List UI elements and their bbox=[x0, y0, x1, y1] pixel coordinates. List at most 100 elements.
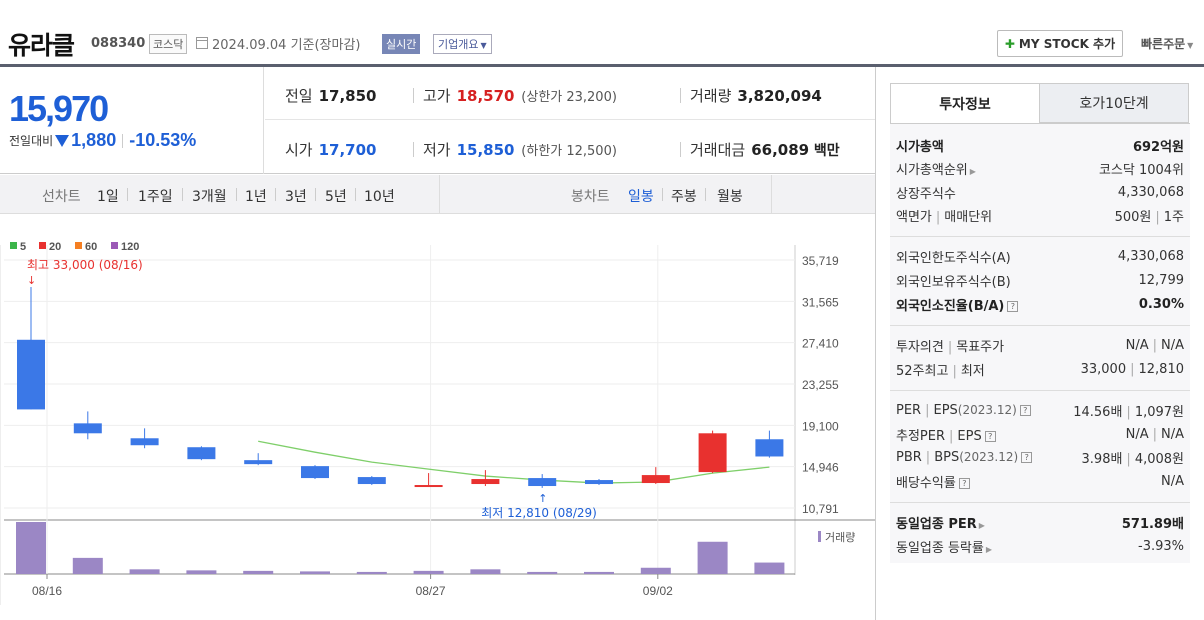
volume-bar bbox=[584, 571, 614, 574]
stock-header: 유라클 088340 코스닥 2024.09.04 기준(장마감) 실시간 기업… bbox=[0, 0, 1204, 66]
help-icon[interactable]: ? bbox=[1019, 404, 1031, 416]
price-stats: 전일 17,850 고가 18,570 (상한가 23,200) 거래량 3,820,… bbox=[265, 67, 875, 174]
shares-label: 상장주식수 bbox=[896, 186, 956, 202]
market-badge: 코스닥 bbox=[149, 34, 188, 54]
volume-bar bbox=[527, 571, 558, 574]
mcap-value: 692억원 bbox=[1132, 139, 1184, 155]
dividend-label: 배당수익률 bbox=[896, 475, 956, 491]
foreign-limit-value: 4,330,068 bbox=[1117, 248, 1184, 264]
help-icon[interactable]: ? bbox=[1021, 451, 1033, 463]
y-tick-label: 27,410 bbox=[802, 337, 839, 351]
prev-close: 전일 17,850 bbox=[285, 85, 377, 106]
header-divider bbox=[0, 64, 1204, 67]
legend-label: 5 bbox=[20, 241, 26, 253]
legend-swatch bbox=[10, 242, 17, 249]
volume-bar bbox=[186, 570, 217, 574]
w52-low-label: 최저 bbox=[960, 363, 985, 379]
period-1w[interactable]: 1주일 bbox=[138, 189, 173, 205]
volume-bar bbox=[470, 569, 501, 574]
info-row[interactable]: 동일업종 등락률 ▶ -3.93% bbox=[896, 535, 1184, 557]
volume-bar bbox=[413, 570, 444, 574]
divider bbox=[275, 188, 276, 201]
divider bbox=[680, 88, 681, 103]
par-label: 액면가 bbox=[896, 209, 932, 225]
tab-invest-info[interactable]: 투자정보 bbox=[890, 83, 1040, 123]
volume-bar bbox=[243, 570, 274, 574]
info-tabs: 투자정보 호가10단계 bbox=[890, 83, 1190, 123]
candle-body bbox=[755, 439, 784, 457]
period-10y[interactable]: 10년 bbox=[364, 189, 395, 205]
period-5y[interactable]: 5년 bbox=[325, 189, 347, 205]
candle-monthly[interactable]: 월봉 bbox=[717, 189, 743, 205]
x-tick-label: 08/16 bbox=[32, 584, 62, 598]
amount-value: 66,089 bbox=[751, 141, 810, 159]
divider bbox=[890, 325, 1190, 326]
upper-limit: (상한가 23,200) bbox=[521, 90, 617, 105]
stats-row: 시가 17,700 저가 15,850 (하한가 12,500) 거래대금 66,08… bbox=[265, 121, 875, 174]
stats-row: 전일 17,850 고가 18,570 (상한가 23,200) 거래량 3,820,… bbox=[265, 67, 875, 120]
candle-chart-label: 봉차트 bbox=[571, 189, 610, 205]
change-label: 전일대비 bbox=[9, 134, 54, 148]
candle-weekly[interactable]: 주봉 bbox=[671, 189, 697, 205]
stock-code: 088340 bbox=[91, 36, 146, 51]
candle-body bbox=[414, 485, 443, 488]
help-icon[interactable]: ? bbox=[1007, 300, 1019, 312]
foreign-ratio-value: 0.30% bbox=[1138, 296, 1184, 312]
help-icon[interactable]: ? bbox=[958, 477, 970, 489]
add-my-stock-button[interactable]: ✚ MY STOCK 추가 bbox=[997, 30, 1123, 57]
volume: 거래량 3,820,094 bbox=[690, 85, 822, 106]
shares-value: 4,330,068 bbox=[1117, 184, 1184, 200]
volume-bar bbox=[16, 522, 46, 574]
legend-label: 120 bbox=[121, 241, 139, 253]
candle-body bbox=[187, 447, 216, 460]
unit-value: 1주 bbox=[1163, 209, 1184, 225]
lower-limit: (하한가 12,500) bbox=[521, 144, 617, 159]
y-tick-label: 19,100 bbox=[802, 419, 839, 433]
amount-label: 거래대금 bbox=[690, 141, 746, 159]
volume-legend-label: 거래량 bbox=[825, 531, 855, 544]
divider bbox=[771, 175, 772, 214]
opinion-label: 투자의견 bbox=[896, 339, 944, 355]
industry-rate-label: 동일업종 등락률 bbox=[896, 540, 984, 556]
help-icon[interactable]: ? bbox=[984, 430, 996, 442]
est-per-value: N/A bbox=[1125, 426, 1149, 442]
legend-swatch bbox=[75, 242, 82, 249]
est-eps-value: N/A bbox=[1161, 426, 1184, 442]
plus-icon: ✚ bbox=[1004, 36, 1015, 51]
candle-body bbox=[585, 480, 613, 485]
arrow-right-icon: ▶ bbox=[969, 166, 976, 176]
corp-info-dropdown[interactable]: 기업개요 ▼ bbox=[433, 34, 492, 54]
period-toolbar: 선차트 1일 1주일 3개월 1년 3년 5년 10년 봉차트 일봉 주봉 월봉 bbox=[0, 175, 875, 214]
industry-per-value: 571.89배 bbox=[1121, 516, 1184, 532]
volume-bar bbox=[754, 562, 785, 574]
candle-body bbox=[357, 477, 386, 485]
tab-hoga[interactable]: 호가10단계 bbox=[1039, 83, 1189, 123]
w52-high-label: 52주최고 bbox=[896, 363, 949, 379]
arrow-right-icon: ▶ bbox=[978, 520, 985, 530]
volume-bar bbox=[356, 571, 387, 574]
y-tick-label: 10,791 bbox=[802, 502, 839, 516]
volume-bar bbox=[300, 571, 330, 574]
high-price: 고가 18,570 (상한가 23,200) bbox=[423, 85, 617, 106]
period-3y[interactable]: 3년 bbox=[285, 189, 307, 205]
low-annotation: 최저 12,810 (08/29) bbox=[481, 506, 597, 520]
per-label: PER bbox=[896, 402, 922, 418]
period-3m[interactable]: 3개월 bbox=[192, 189, 227, 205]
period-1d[interactable]: 1일 bbox=[97, 189, 119, 205]
period-1y[interactable]: 1년 bbox=[245, 189, 267, 205]
foreign-limit-label: 외국인한도주식수(A) bbox=[896, 250, 1011, 266]
candle-body bbox=[301, 466, 329, 479]
divider bbox=[680, 142, 681, 157]
target-label: 목표주가 bbox=[956, 339, 1005, 355]
stock-name: 유라클 bbox=[8, 31, 75, 60]
divider bbox=[315, 188, 316, 201]
line-chart-label: 선차트 bbox=[42, 189, 81, 205]
info-row[interactable]: 시가총액순위 ▶ 코스닥 1004위 bbox=[896, 157, 1184, 179]
info-row[interactable]: 동일업종 PER ▶ 571.89배 bbox=[896, 511, 1184, 533]
quick-order-dropdown[interactable]: 빠른주문 ▼ bbox=[1141, 35, 1193, 52]
candle-daily[interactable]: 일봉 bbox=[628, 189, 654, 205]
open-label: 시가 bbox=[285, 141, 313, 159]
realtime-button[interactable]: 실시간 bbox=[382, 34, 421, 54]
volume-value: 3,820,094 bbox=[737, 87, 822, 105]
candle-body bbox=[73, 423, 102, 434]
